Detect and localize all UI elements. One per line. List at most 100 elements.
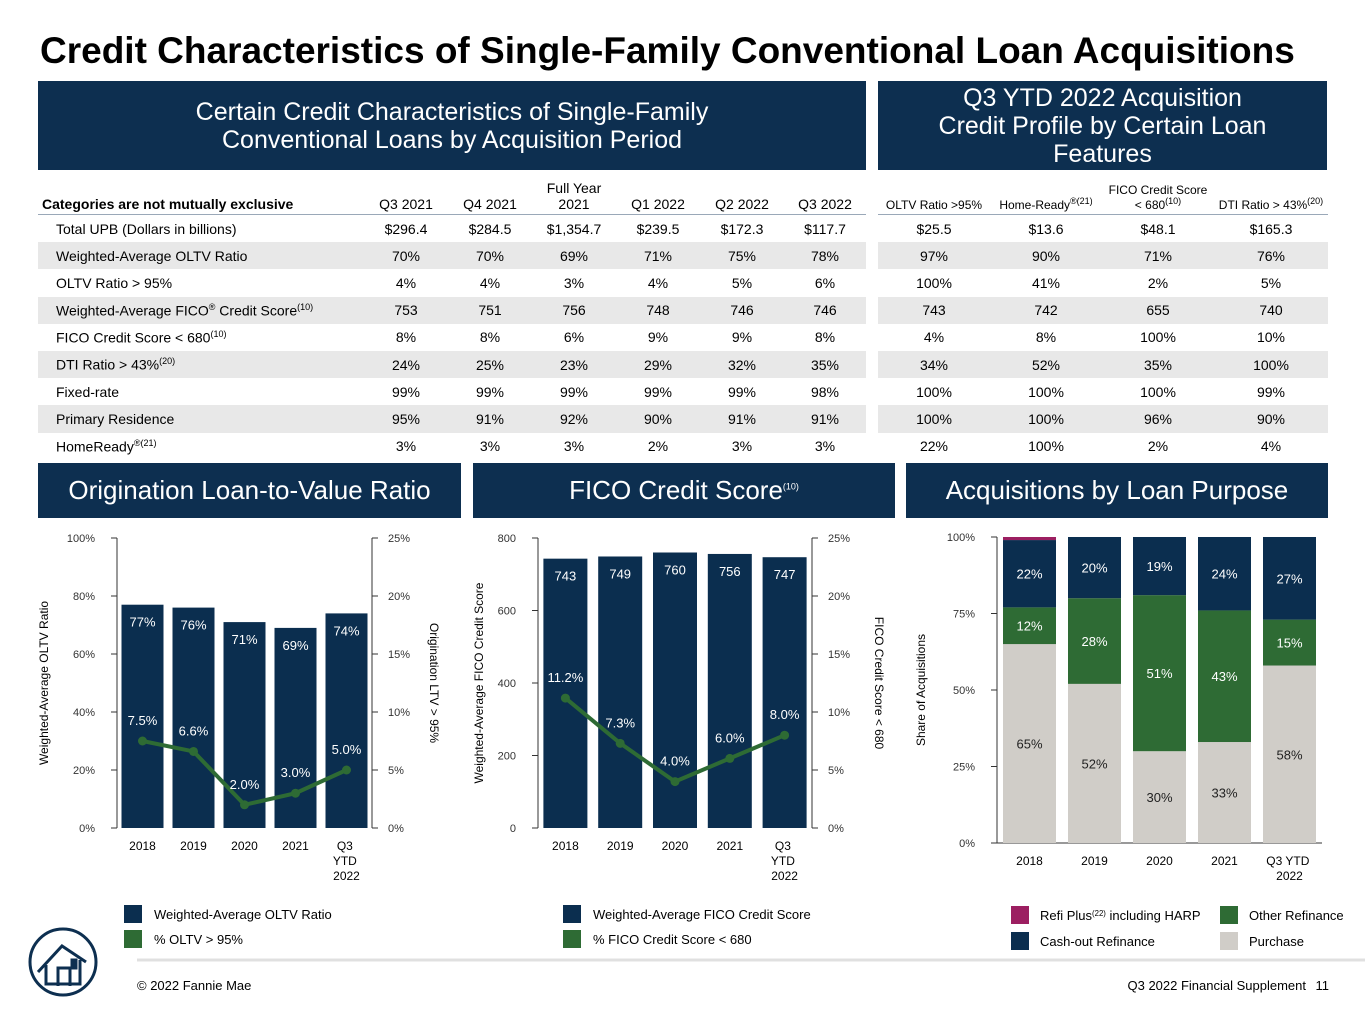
legend-swatch [1220, 906, 1238, 924]
data-label: 749 [609, 566, 631, 581]
legend-label: % FICO Credit Score < 680 [593, 932, 752, 947]
data-label: 74% [333, 623, 359, 638]
line-point [342, 765, 351, 775]
bar-segment [1003, 607, 1056, 645]
table-cell: 4% [647, 274, 669, 291]
data-label: 4.0% [660, 754, 690, 769]
superscript: (20) [1307, 195, 1324, 206]
bar [172, 607, 215, 828]
table-cell: $239.5 [636, 220, 680, 237]
table-cell: 4% [923, 329, 945, 346]
table-row: 743 742 655 740 [878, 296, 1328, 324]
table-row: 97% 90% 71% 76% [878, 242, 1328, 270]
label-line: 2021 [1211, 854, 1238, 868]
table-cell: 756 [532, 296, 616, 324]
data-label: 58% [1276, 747, 1302, 762]
column-header: Home-Ready®(21) [990, 172, 1102, 215]
data-label: 15% [1276, 636, 1302, 651]
text-part: FICO Credit Score < 680 [1108, 182, 1208, 212]
legend-swatch [563, 930, 581, 948]
bar-segment [1003, 644, 1056, 843]
table-cell: 743 [878, 296, 990, 324]
line-point [291, 788, 300, 798]
label-line: 2021 [282, 839, 309, 853]
table-row: Total UPB (Dollars in billions) $296.4 $28… [38, 215, 866, 243]
label-line: 2022 [771, 869, 798, 883]
table-row: FICO Credit Score < 680(10) 8% 8% 6% 9% 9% 8% [38, 324, 866, 351]
table-row: HomeReady®(21) 3% 3% 3% 2% 3% 3% [38, 433, 866, 460]
superscript: (10) [782, 481, 799, 492]
data-label: 756 [719, 564, 741, 579]
legend-swatch [1220, 932, 1238, 950]
column-header: OLTV Ratio >95% [878, 172, 990, 215]
bar-segment [1133, 595, 1186, 752]
footer-document: Q3 2022 Financial Supplement [1127, 978, 1306, 993]
section-header-text: Certain Credit Characteristics of Single… [195, 97, 709, 154]
chart-title: FICO Credit Score(10) [569, 474, 799, 505]
x-tick-label: 2018 [129, 839, 156, 853]
column-header: Categories are not mutually exclusive [38, 172, 364, 215]
table-row: Primary Residence 95% 91% 92% 90% 91% 91% [38, 405, 866, 433]
bar-segment [1263, 619, 1316, 666]
line-point [670, 777, 680, 787]
footer-copyright: © 2022 Fannie Mae [137, 978, 252, 993]
table-head: OLTV Ratio >95% Home-Ready®(21) FICO Credi… [878, 172, 1328, 215]
table-cell: 75% [700, 242, 784, 270]
text-part: FICO Credit Score [569, 474, 783, 505]
label-line: 2019 [180, 839, 207, 853]
row-label: HomeReady®(21) [38, 433, 364, 460]
bar-segment [1068, 537, 1121, 599]
column-header: Q1 2022 [616, 172, 700, 215]
table-cell: 100% [1214, 350, 1328, 379]
legend-label: Refi Plus(22) including HARP [1040, 908, 1201, 923]
table-cell: 99% [559, 383, 589, 400]
y-tick-label: 100% [67, 533, 95, 545]
bar-segment [1133, 537, 1186, 596]
table-cell: 753 [364, 296, 448, 324]
column-header: Full Year 2021 [532, 172, 616, 215]
table-cell: 2% [647, 438, 669, 455]
table-cell: 8% [1035, 329, 1057, 346]
x-tick-label: 2021 [282, 839, 309, 853]
table-cell: 2% [1147, 438, 1169, 455]
y2-tick-label: 15% [388, 649, 410, 661]
table-cell: 100% [916, 383, 952, 400]
data-label: 33% [1211, 786, 1237, 801]
table-cell: 78% [784, 242, 866, 270]
data-label: 7.3% [605, 715, 635, 730]
y-tick-label: 0% [959, 838, 975, 850]
column-header: Q3 2022 [784, 172, 866, 215]
x-tick-label: 2021 [1211, 854, 1238, 868]
label-line: 2022 [1276, 869, 1303, 883]
table-cell: 71% [1102, 242, 1214, 270]
table-row: $25.5 $13.6 $48.1 $165.3 [878, 215, 1328, 243]
y-tick-label: 50% [953, 685, 975, 697]
table-cell: 99% [391, 383, 421, 400]
row-label: Fixed-rate [56, 383, 120, 400]
table-cell: 3% [731, 438, 753, 455]
column-header: DTI Ratio > 43%(20) [1214, 172, 1328, 215]
table-cell: 8% [814, 329, 836, 346]
table-cell: 3% [395, 438, 417, 455]
text-part: DTI Ratio > 43% [1218, 197, 1308, 212]
table-cell: 95% [364, 405, 448, 433]
y-axis-label: Share of Acquisitions [914, 634, 928, 746]
table-cell: 8% [395, 329, 417, 346]
bar-segment [1198, 610, 1251, 743]
table-body: Total UPB (Dollars in billions) $296.4 $28… [38, 215, 866, 460]
line-point [725, 753, 735, 763]
label-line: 2018 [1016, 854, 1043, 868]
table-cell: 746 [700, 296, 784, 324]
table-cell: 742 [990, 296, 1102, 324]
y-axis-label: Weighted-Average OLTV Ratio [37, 601, 51, 765]
table-cell: 6% [563, 329, 585, 346]
data-label: 6.0% [715, 730, 745, 745]
footer-page: 11 [1315, 978, 1330, 993]
data-label: 7.5% [128, 713, 158, 728]
y-tick-label: 0% [79, 823, 95, 835]
bar-segment [1003, 537, 1056, 541]
y-tick-label: 75% [953, 609, 975, 621]
legend-label: Cash-out Refinance [1040, 934, 1155, 949]
y-tick-label: 60% [73, 649, 95, 661]
